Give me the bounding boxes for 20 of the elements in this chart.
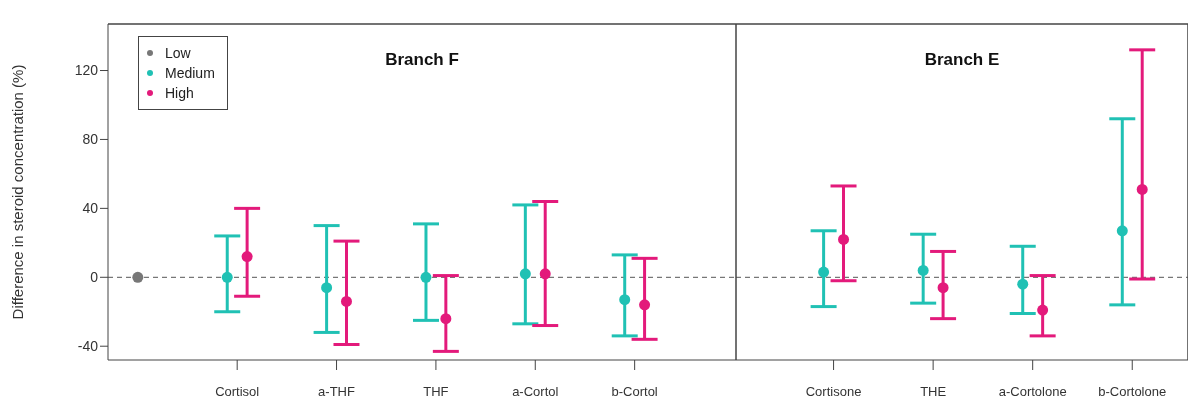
legend-label: Low bbox=[165, 44, 191, 63]
x-tick-label: THF bbox=[423, 384, 449, 399]
legend-label: High bbox=[165, 84, 194, 103]
y-axis-title: Difference in steroid concentration (%) bbox=[9, 64, 27, 320]
y-tick-label: -40 bbox=[77, 338, 99, 355]
x-tick-label: Cortisone bbox=[805, 384, 862, 399]
x-tick-label: a-Cortol bbox=[512, 384, 559, 399]
x-tick-label: a-THF bbox=[318, 384, 356, 399]
y-tick-label: 120 bbox=[74, 62, 99, 79]
y-tick-label: 0 bbox=[90, 269, 99, 286]
x-tick-label: THE bbox=[920, 384, 947, 399]
x-tick-label: b-Cortolone bbox=[1098, 384, 1167, 399]
text: Branch F bbox=[385, 50, 459, 69]
text: Branch E bbox=[923, 50, 1001, 70]
y-tick-label: 40 bbox=[82, 200, 99, 217]
x-tick-label: a-Cortolone bbox=[998, 384, 1067, 399]
legend-label: Medium bbox=[165, 64, 215, 83]
x-tick-label: b-Cortol bbox=[611, 384, 658, 399]
y-tick-label: 80 bbox=[82, 131, 99, 148]
x-tick-label: Cortisol bbox=[215, 384, 260, 399]
